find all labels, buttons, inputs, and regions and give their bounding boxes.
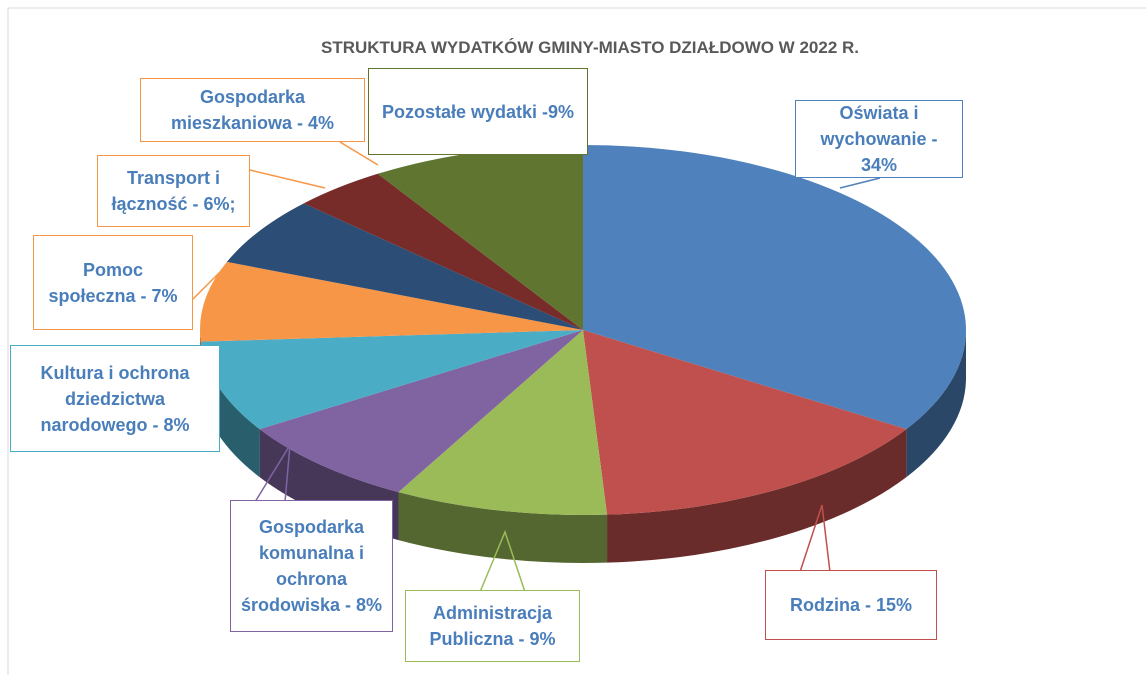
slice [303,173,583,330]
slice-side [906,330,966,478]
slice [226,203,583,330]
data-label: Oświata i wychowanie - 34% [795,100,963,178]
data-label: Pozostałe wydatki -9% [368,68,588,155]
slice-side [607,429,907,563]
leader-line [191,269,223,301]
chart-border [7,7,1146,675]
slice [259,330,583,493]
leader-line [799,504,831,573]
data-label: Rodzina - 15% [765,570,937,640]
leader-line [339,141,379,166]
data-label: Gospodarka komunalna i ochrona środowisk… [230,500,393,632]
slice-side [200,341,260,478]
pie [200,145,966,563]
slice [398,330,608,515]
data-label: Gospodarka mieszkaniowa - 4% [140,78,365,142]
slice [583,330,907,515]
leader-line [479,529,526,593]
data-label: Kultura i ochrona dziedzictwa narodowego… [10,345,220,452]
leader-lines [191,141,881,593]
leader-line [249,169,326,189]
leader-line [839,177,881,189]
chart-title: STRUKTURA WYDATKÓW GMINY-MIASTO DZIAŁDOW… [320,38,859,57]
slice [200,261,584,342]
slice [200,330,583,430]
slice-side [398,492,608,563]
slice [377,145,583,330]
data-label: Transport i łączność - 6%; [97,155,250,227]
data-label: Pomoc społeczna - 7% [33,235,193,330]
slice [583,145,966,430]
leader-line [254,444,291,503]
data-label: Administracja Publiczna - 9% [405,590,580,662]
